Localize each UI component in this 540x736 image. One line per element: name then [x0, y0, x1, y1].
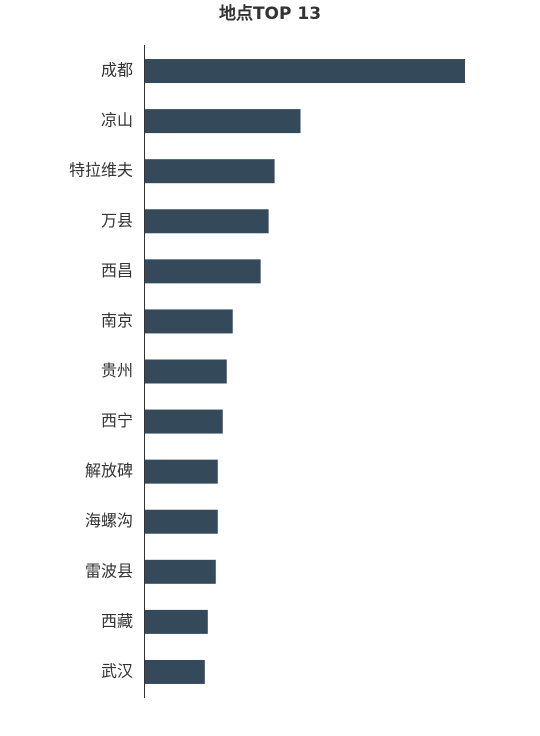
bar — [145, 259, 261, 284]
bar — [145, 609, 208, 634]
y-tick-label: 武汉 — [101, 661, 133, 680]
y-tick-label: 解放碑 — [85, 461, 133, 480]
y-tick-label: 西藏 — [101, 611, 133, 630]
bar — [145, 659, 205, 684]
y-tick-label: 西宁 — [101, 411, 133, 430]
bar — [145, 459, 218, 484]
y-tick-label: 特拉维夫 — [69, 161, 133, 180]
bar — [145, 59, 465, 84]
y-tick-label: 凉山 — [101, 111, 133, 130]
bar — [145, 209, 269, 234]
bar — [145, 109, 301, 134]
bar — [145, 309, 233, 334]
bar — [145, 409, 223, 434]
y-tick-label: 西昌 — [101, 261, 133, 280]
bar — [145, 559, 216, 584]
y-tick-label: 成都 — [101, 61, 133, 80]
y-tick-label: 南京 — [101, 311, 133, 330]
bar — [145, 509, 218, 534]
bar — [145, 159, 275, 184]
bar — [145, 359, 227, 384]
y-tick-label: 贵州 — [101, 361, 133, 380]
y-tick-label: 海螺沟 — [85, 511, 133, 530]
y-tick-label: 万县 — [101, 211, 133, 230]
chart-title: 地点TOP 13 — [219, 3, 321, 24]
y-tick-label: 雷波县 — [85, 561, 133, 580]
